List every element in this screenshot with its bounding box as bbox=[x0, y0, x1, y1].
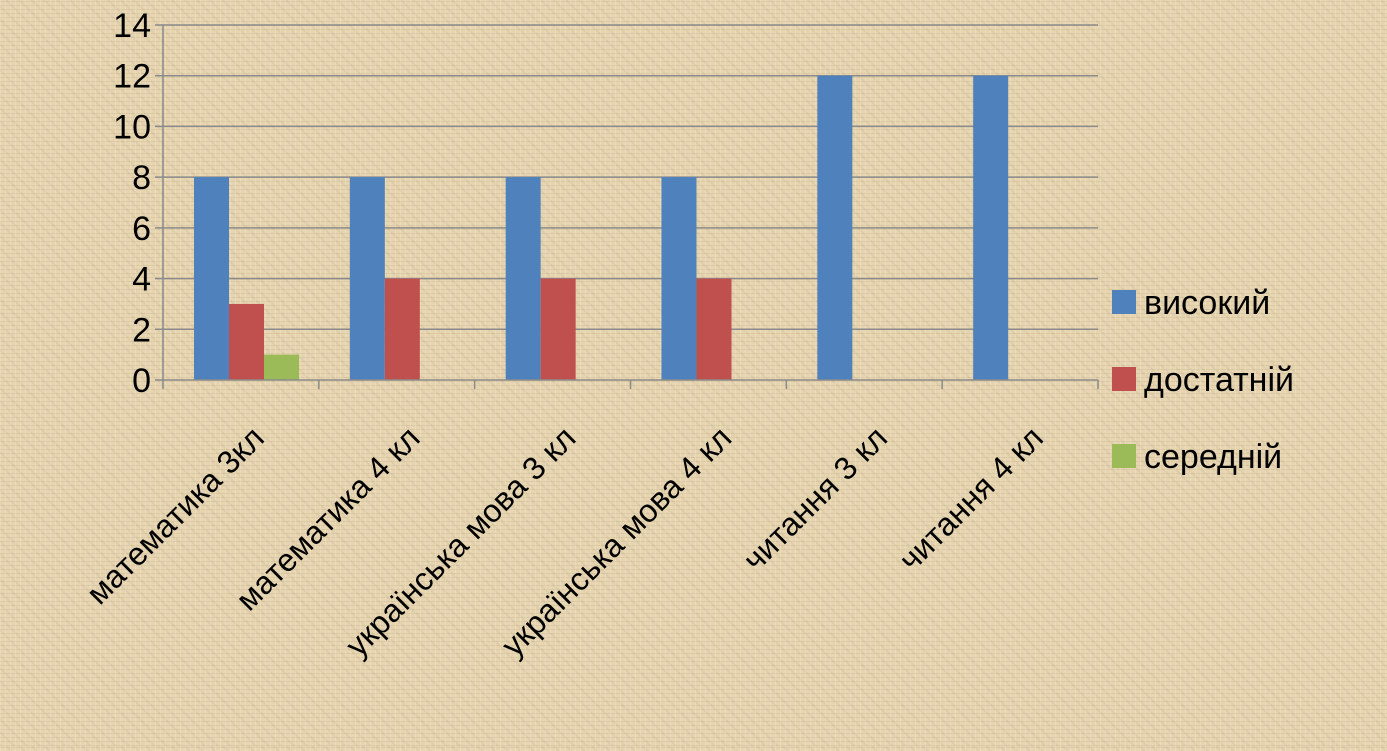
y-tick-label: 0 bbox=[132, 362, 151, 400]
y-tick-label: 8 bbox=[132, 159, 151, 197]
y-tick-label: 2 bbox=[132, 311, 151, 349]
bar bbox=[540, 278, 576, 380]
legend-label: достатній bbox=[1144, 361, 1294, 399]
y-tick-label: 10 bbox=[113, 108, 151, 146]
bar bbox=[973, 75, 1009, 380]
y-tick-label: 14 bbox=[113, 7, 151, 45]
legend-swatch bbox=[1112, 444, 1136, 468]
bar bbox=[696, 278, 732, 380]
y-tick-label: 4 bbox=[132, 261, 151, 299]
legend-label: середній bbox=[1144, 438, 1282, 476]
bar bbox=[194, 177, 229, 380]
y-tick-label: 12 bbox=[113, 58, 151, 96]
bar bbox=[384, 278, 420, 380]
bar bbox=[349, 177, 385, 380]
bar bbox=[264, 354, 299, 380]
bars bbox=[194, 75, 1009, 380]
bar bbox=[505, 177, 541, 380]
axes bbox=[155, 24, 1099, 389]
bar bbox=[229, 303, 264, 380]
bar bbox=[817, 75, 853, 380]
x-tick-label: читання 4 кл bbox=[892, 419, 1050, 577]
legend: високий достатній середній bbox=[1112, 284, 1294, 476]
bar bbox=[661, 177, 697, 380]
x-tick-label: читання 3 кл bbox=[736, 419, 894, 577]
legend-swatch bbox=[1112, 290, 1136, 314]
y-tick-labels: 0 2 4 6 8 10 12 14 bbox=[113, 7, 151, 400]
legend-label: високий bbox=[1144, 284, 1270, 322]
y-tick-label: 6 bbox=[132, 210, 151, 248]
gridlines bbox=[163, 24, 1098, 331]
legend-swatch bbox=[1112, 367, 1136, 391]
